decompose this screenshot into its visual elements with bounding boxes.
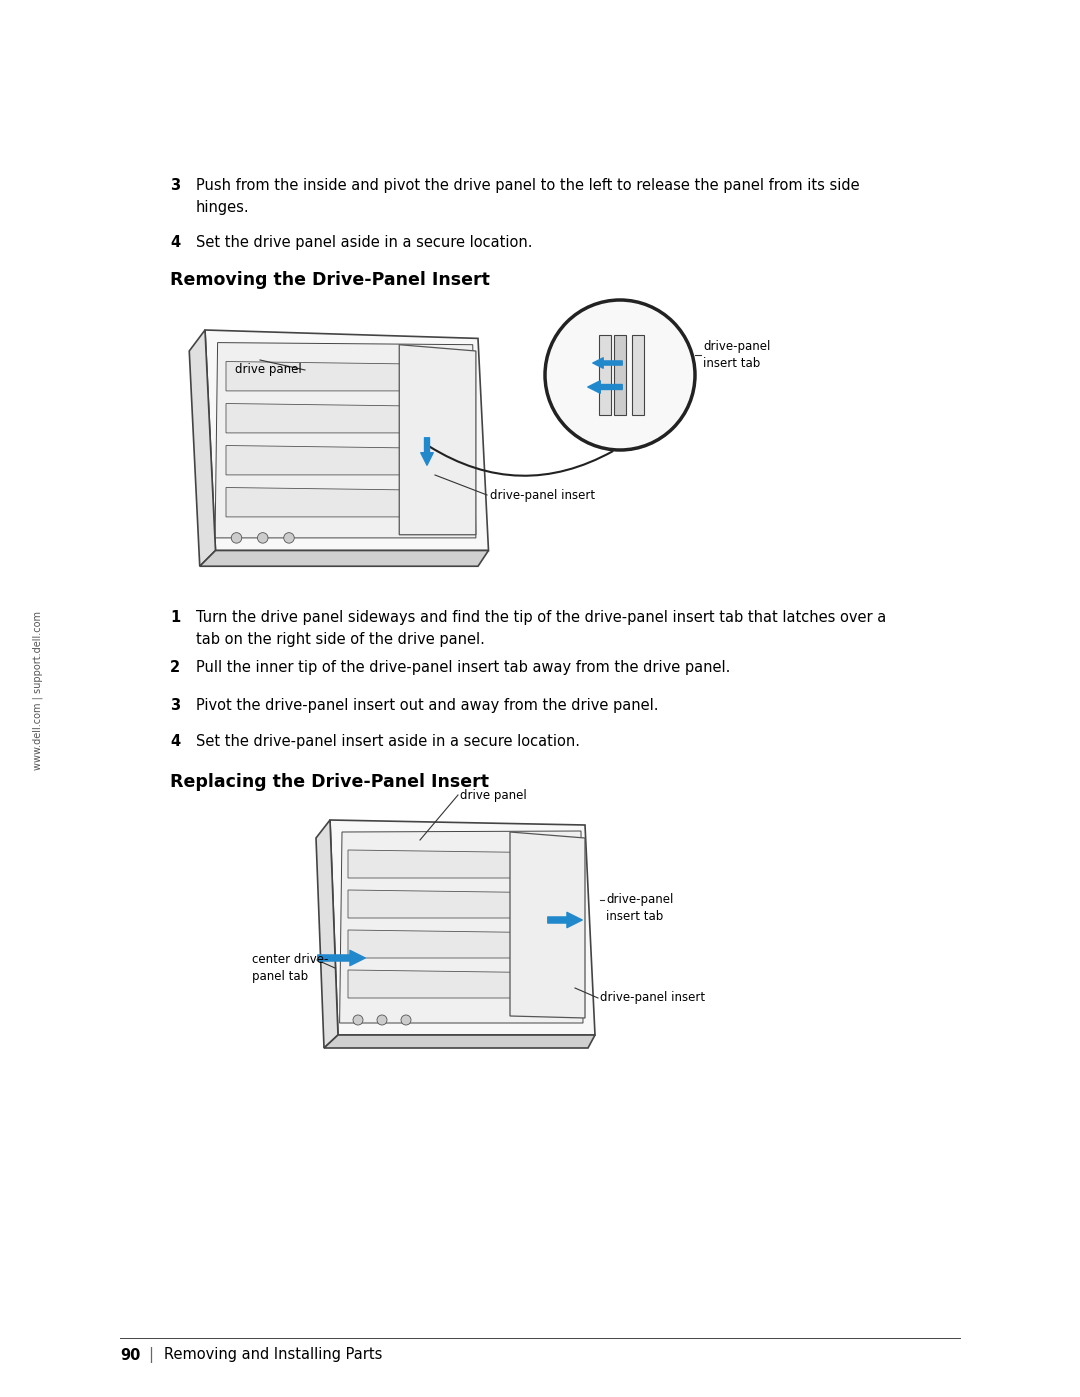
Text: drive panel: drive panel <box>235 363 302 377</box>
Text: drive panel: drive panel <box>460 788 527 802</box>
Polygon shape <box>205 330 488 550</box>
Text: Replacing the Drive-Panel Insert: Replacing the Drive-Panel Insert <box>170 773 489 791</box>
Text: center drive-
panel tab: center drive- panel tab <box>252 953 328 983</box>
Polygon shape <box>348 970 570 997</box>
Polygon shape <box>348 849 570 877</box>
Text: Removing the Drive-Panel Insert: Removing the Drive-Panel Insert <box>170 271 490 289</box>
Text: Set the drive panel aside in a secure location.: Set the drive panel aside in a secure lo… <box>195 235 532 250</box>
Text: 3: 3 <box>170 177 180 193</box>
Text: 1: 1 <box>170 610 180 624</box>
Bar <box>599 335 611 415</box>
Circle shape <box>353 1016 363 1025</box>
Text: Removing and Installing Parts: Removing and Installing Parts <box>164 1348 382 1362</box>
Polygon shape <box>226 404 462 433</box>
Bar <box>632 335 644 415</box>
Polygon shape <box>510 833 585 1018</box>
Text: drive-panel insert: drive-panel insert <box>600 992 705 1004</box>
Polygon shape <box>324 1035 595 1048</box>
Text: 3: 3 <box>170 698 180 712</box>
Text: 4: 4 <box>170 235 180 250</box>
Circle shape <box>284 532 294 543</box>
Polygon shape <box>316 820 338 1048</box>
Circle shape <box>545 300 696 450</box>
Text: 90: 90 <box>120 1348 140 1362</box>
Text: 4: 4 <box>170 733 180 749</box>
Text: Push from the inside and pivot the drive panel to the left to release the panel : Push from the inside and pivot the drive… <box>195 177 860 215</box>
Text: Set the drive-panel insert aside in a secure location.: Set the drive-panel insert aside in a se… <box>195 733 580 749</box>
Polygon shape <box>348 890 570 918</box>
Text: 2: 2 <box>170 659 180 675</box>
Bar <box>615 335 626 415</box>
Polygon shape <box>400 345 476 535</box>
Text: Pull the inner tip of the drive-panel insert tab away from the drive panel.: Pull the inner tip of the drive-panel in… <box>195 659 730 675</box>
Polygon shape <box>348 930 570 958</box>
Polygon shape <box>200 550 488 566</box>
Circle shape <box>257 532 268 543</box>
Polygon shape <box>215 342 476 538</box>
Text: |: | <box>148 1347 153 1363</box>
Polygon shape <box>226 488 462 517</box>
Text: Pivot the drive-panel insert out and away from the drive panel.: Pivot the drive-panel insert out and awa… <box>195 698 659 712</box>
Polygon shape <box>226 446 462 475</box>
Text: drive-panel insert: drive-panel insert <box>490 489 595 502</box>
Text: www.dell.com | support.dell.com: www.dell.com | support.dell.com <box>32 610 43 770</box>
Text: drive-panel
insert tab: drive-panel insert tab <box>703 339 770 370</box>
Polygon shape <box>339 831 583 1023</box>
Circle shape <box>231 532 242 543</box>
Polygon shape <box>189 330 216 566</box>
Polygon shape <box>330 820 595 1035</box>
Circle shape <box>377 1016 387 1025</box>
Text: Turn the drive panel sideways and find the tip of the drive-panel insert tab tha: Turn the drive panel sideways and find t… <box>195 610 887 647</box>
Text: drive-panel
insert tab: drive-panel insert tab <box>606 893 673 923</box>
Polygon shape <box>226 362 462 391</box>
Circle shape <box>401 1016 411 1025</box>
